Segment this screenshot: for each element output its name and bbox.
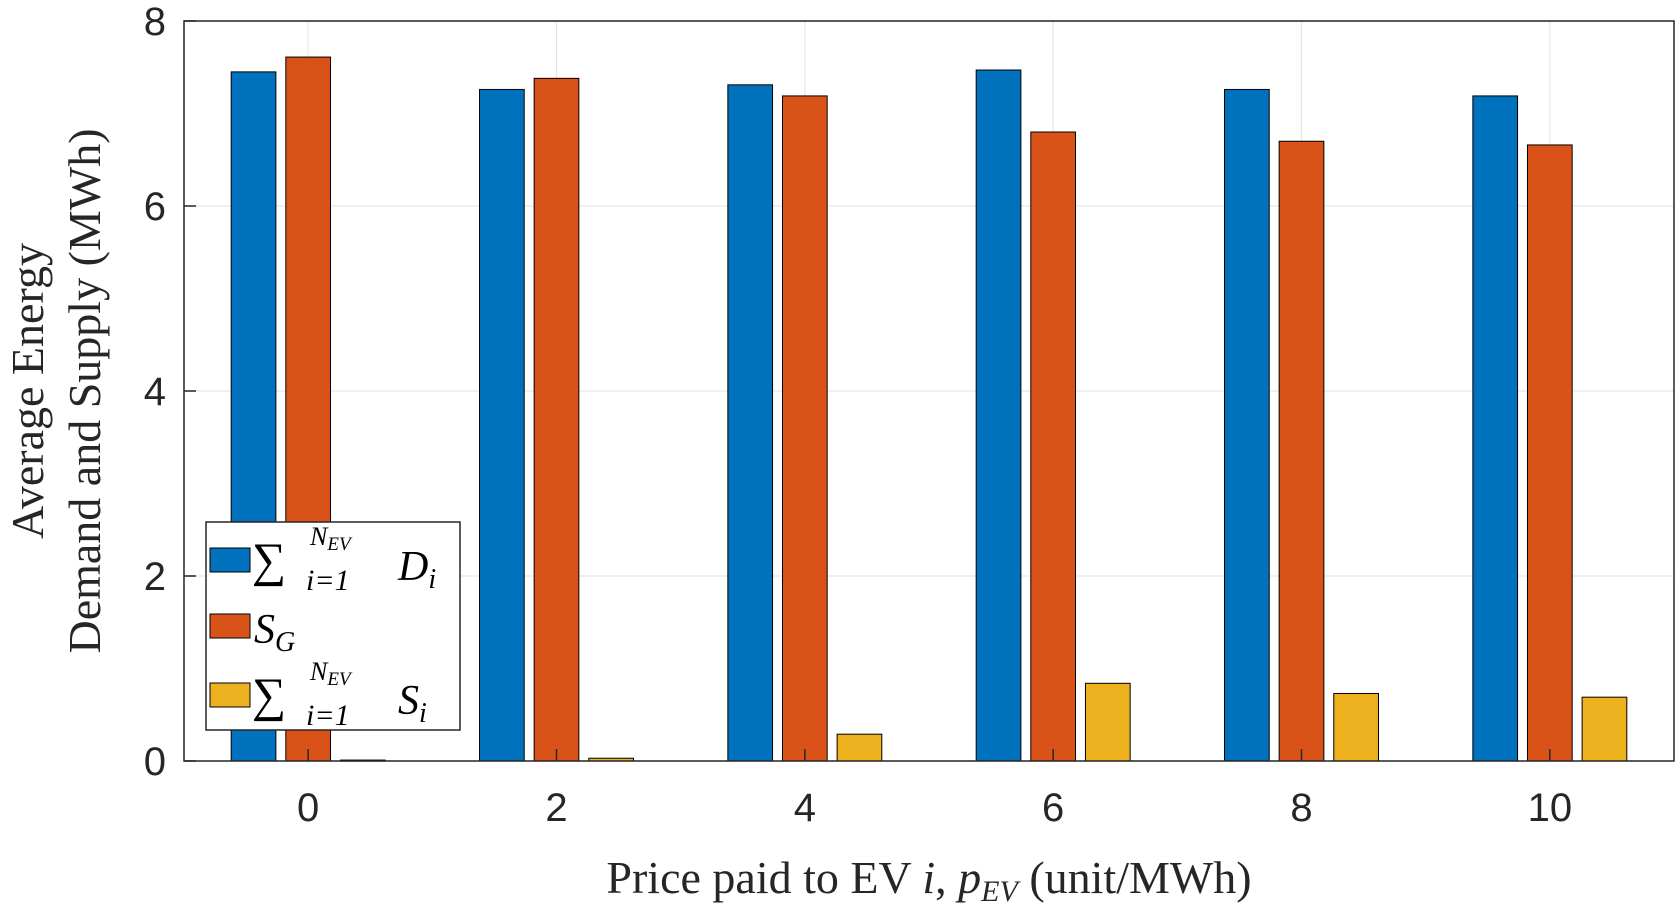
legend-sum-symbol-ev-supply: ∑: [252, 669, 286, 722]
bar-ev-supply-4: [836, 733, 883, 762]
bar-grid-supply-2: [533, 77, 580, 762]
legend-entry-grid-supply: SG: [209, 607, 295, 658]
bar-ev-supply-6: [1084, 682, 1131, 762]
bar-ev-supply-8: [1333, 692, 1379, 762]
x-tick-label: 2: [545, 786, 567, 830]
x-axis-label: Price paid to EV i, pEV (unit/MWh): [606, 852, 1251, 908]
x-tick-label: 6: [1042, 786, 1064, 830]
legend-lower-demand: i=1: [306, 564, 350, 597]
x-tick-label: 4: [794, 786, 816, 830]
y-tick-label: 0: [144, 740, 166, 784]
legend-sup-ev-supply: NEV: [309, 657, 353, 690]
y-tick-label: 2: [144, 555, 166, 599]
legend-sum-symbol-demand: ∑: [252, 534, 286, 587]
y-tick-label: 6: [144, 185, 166, 229]
legend-swatch-demand: [209, 547, 251, 573]
legend-lower-ev-supply: i=1: [306, 699, 350, 732]
legend-sup-demand: NEV: [309, 522, 353, 555]
bar-demand-4: [727, 84, 774, 762]
legend: ∑ NEV i=1 Di SG ∑ NEV i=1 Si: [205, 521, 461, 732]
legend-entry-demand: ∑ NEV i=1 Di: [209, 522, 436, 597]
y-tick-label: 8: [144, 0, 166, 44]
y-axis-label: Average Energy Demand and Supply (MWh): [2, 128, 110, 653]
x-tick-label: 10: [1528, 786, 1573, 830]
bar-demand-2: [479, 88, 525, 762]
y-tick-labels: 0 2 4 6 8: [144, 0, 196, 784]
bar-demand-8: [1224, 88, 1270, 762]
x-axis-label-prefix: Price paid to EV: [606, 852, 922, 903]
legend-entry-ev-supply: ∑ NEV i=1 Si: [209, 657, 427, 732]
bar-grid-supply-10: [1526, 144, 1573, 762]
bar-ev-supply-10: [1581, 696, 1628, 762]
bar-demand-6: [975, 69, 1022, 762]
bar-grid-supply-4: [781, 95, 828, 762]
x-tick-label: 8: [1290, 786, 1312, 830]
bar-demand-10: [1472, 95, 1519, 762]
legend-term-ev-supply: Si: [398, 678, 427, 729]
bar-grid-supply-6: [1030, 131, 1077, 762]
legend-term-demand: Di: [397, 544, 436, 595]
x-tick-label: 0: [297, 786, 319, 830]
y-axis-label-line2: Demand and Supply (MWh): [59, 128, 110, 653]
legend-swatch-ev-supply: [209, 682, 251, 708]
x-axis-label-comma: ,: [935, 852, 958, 903]
x-axis-label-var: i: [922, 852, 935, 903]
legend-swatch-grid-supply: [209, 613, 251, 639]
y-tick-label: 4: [144, 370, 166, 414]
y-axis-label-line1: Average Energy: [2, 243, 53, 539]
x-tick-labels: 0 2 4 6 8 10: [297, 749, 1572, 830]
x-axis-label-sub: EV: [980, 875, 1021, 908]
legend-term-grid-supply: SG: [254, 607, 295, 658]
x-axis-label-p: p: [955, 852, 981, 903]
bar-grid-supply-8: [1278, 140, 1325, 762]
x-axis-label-suffix: (unit/MWh): [1018, 852, 1252, 903]
